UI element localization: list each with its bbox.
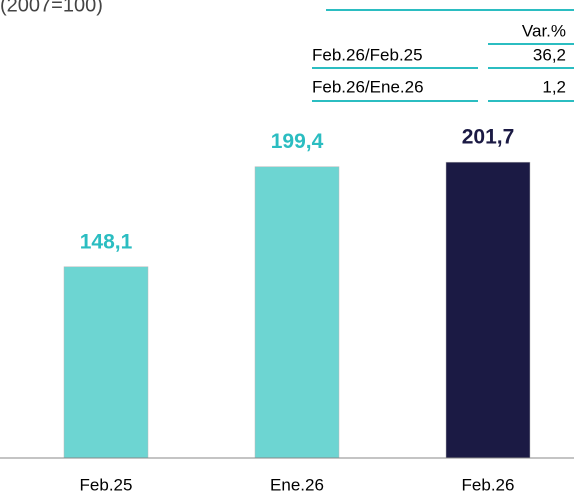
value-label: 148,1 — [80, 230, 133, 253]
value-label: 201,7 — [462, 126, 515, 149]
bar — [445, 161, 531, 459]
table-cell: 36,2 — [533, 45, 566, 64]
x-tick-label: Feb.25 — [80, 475, 133, 494]
bar — [254, 166, 340, 459]
value-label: 199,4 — [271, 130, 324, 153]
x-tick-label: Ene.26 — [270, 475, 324, 494]
chart-subtitle: (2007=100) — [0, 0, 103, 16]
table-cell: 1,2 — [542, 77, 566, 96]
table-cell: Feb.26/Ene.26 — [312, 77, 424, 96]
bar — [63, 266, 149, 459]
x-tick-label: Feb.26 — [462, 475, 515, 494]
table-cell: Feb.26/Feb.25 — [312, 45, 423, 64]
table-header: Var.% — [522, 21, 566, 40]
